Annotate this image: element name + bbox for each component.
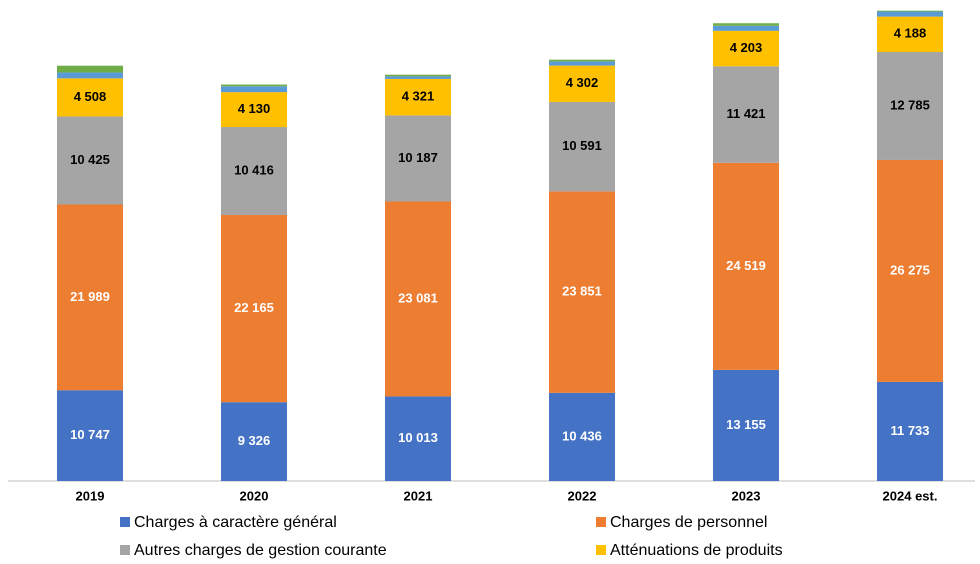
bar-segment [221, 92, 287, 128]
data-label: 4 188 [894, 26, 927, 41]
bar-segment [385, 201, 451, 397]
bar-segment [713, 369, 779, 481]
bar-segment [57, 65, 123, 73]
bar-segment [713, 25, 779, 31]
data-label: 12 785 [890, 97, 930, 112]
legend-label: Charges à caractère général [134, 514, 337, 531]
bar-segment [221, 86, 287, 93]
bar-segment [549, 392, 615, 481]
bar-segment [57, 390, 123, 481]
bar-segment [385, 115, 451, 202]
x-tick-label: 2021 [404, 488, 433, 503]
bar-segment [221, 127, 287, 216]
data-label: 10 013 [398, 430, 438, 445]
legend-label: Autres charges de gestion courante [134, 542, 387, 559]
bar-segment [221, 402, 287, 481]
bar-segment [57, 116, 123, 205]
bar-segment [57, 78, 123, 117]
data-label: 11 733 [890, 423, 929, 438]
x-tick-label: 2023 [732, 488, 761, 503]
bar-segment [877, 10, 943, 12]
bar-segment [385, 76, 451, 79]
data-label: 23 081 [398, 290, 438, 305]
bar-segment [57, 72, 123, 79]
data-label: 11 421 [726, 106, 765, 121]
data-label: 10 747 [70, 427, 110, 442]
data-label: 4 130 [238, 101, 271, 116]
data-label: 21 989 [70, 289, 110, 304]
data-label: 10 416 [234, 162, 274, 177]
bar-segment [877, 381, 943, 481]
bar-segment [713, 30, 779, 67]
bar-segment [877, 51, 943, 160]
data-label: 10 425 [70, 152, 110, 167]
bar-segment [549, 101, 615, 192]
data-label: 4 302 [566, 75, 599, 90]
bar-segment [385, 78, 451, 116]
legend-swatch [120, 545, 130, 555]
x-tick-label: 2022 [568, 488, 597, 503]
data-label: 4 321 [402, 89, 435, 104]
bar-segment [221, 215, 287, 403]
data-label: 4 508 [74, 89, 107, 104]
x-tick-label: 2019 [76, 488, 105, 503]
data-label: 13 155 [726, 417, 766, 432]
bar-segment [57, 204, 123, 391]
data-label: 26 275 [890, 262, 930, 277]
legend-swatch [596, 545, 606, 555]
bar-segment [713, 23, 779, 26]
x-tick-label: 2020 [240, 488, 269, 503]
x-tick-label: 2024 est. [883, 488, 938, 503]
bar-segment [877, 16, 943, 52]
bar-segment [713, 66, 779, 163]
bar-segment [385, 396, 451, 481]
bar-segment [549, 59, 615, 62]
legend-label: Charges de personnel [610, 514, 767, 531]
data-label: 9 326 [238, 433, 271, 448]
legend-swatch [596, 517, 606, 527]
bar-segment [713, 162, 779, 370]
data-label: 10 591 [562, 138, 602, 153]
data-label: 4 203 [730, 40, 763, 55]
data-label: 10 187 [398, 150, 438, 165]
data-label: 10 436 [562, 428, 602, 443]
bar-segment [877, 159, 943, 382]
data-label: 23 851 [562, 284, 602, 299]
bar-segment [385, 74, 451, 77]
legend-label: Atténuations de produits [610, 542, 783, 559]
bar-segment [221, 84, 287, 87]
bar-segment [877, 11, 943, 17]
data-label: 24 519 [726, 258, 766, 273]
data-label: 22 165 [234, 300, 274, 315]
legend-swatch [120, 517, 130, 527]
bar-segment [549, 65, 615, 102]
bar-segment [549, 191, 615, 393]
bar-segment [549, 61, 615, 66]
